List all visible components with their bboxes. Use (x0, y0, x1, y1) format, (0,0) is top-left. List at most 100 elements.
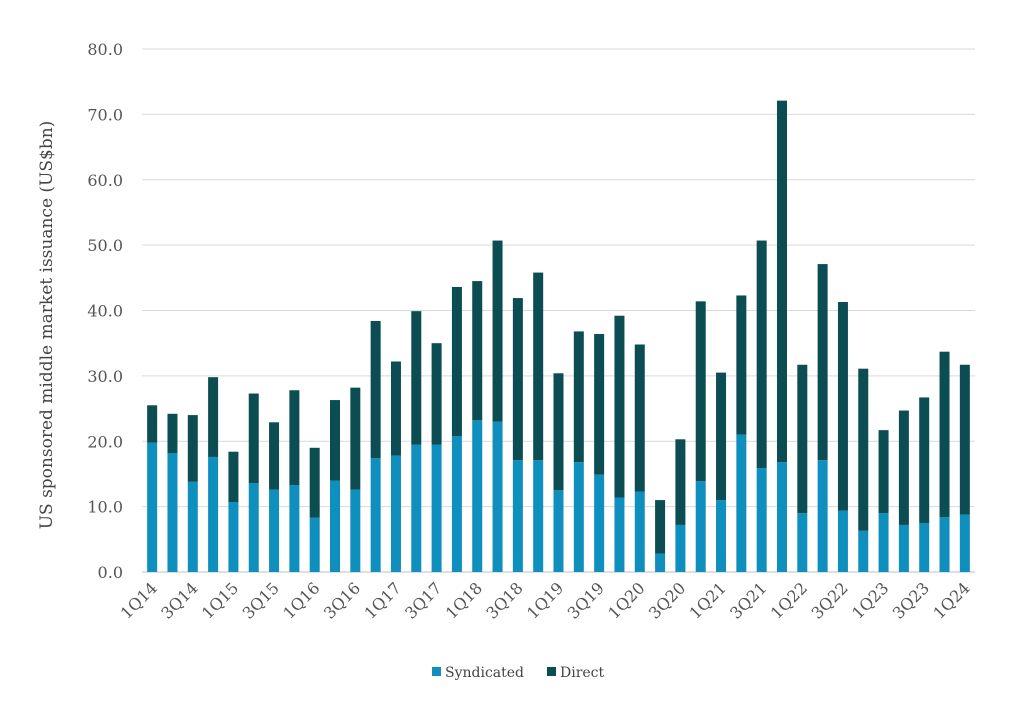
y-tick-label: 10.0 (87, 498, 123, 517)
gridlines (142, 48, 975, 573)
bar-syndicated-1Q22 (797, 513, 808, 572)
x-tick-label: 3Q14 (157, 578, 201, 622)
bar-syndicated-1Q23 (878, 513, 889, 572)
bar-direct-1Q21 (716, 372, 727, 501)
bar-syndicated-1Q18 (472, 420, 483, 572)
y-tick-label: 50.0 (87, 236, 123, 255)
bar-direct-3Q21 (756, 240, 767, 469)
bar-direct-3Q20 (675, 439, 686, 525)
bar-direct-3Q22 (837, 302, 848, 511)
bar-direct-1Q19 (553, 373, 564, 491)
bar-syndicated-3Q23 (919, 522, 930, 572)
y-tick-label: 80.0 (87, 40, 123, 59)
x-tick-label: 1Q19 (523, 578, 567, 622)
bar-direct-3Q23 (919, 397, 930, 523)
x-tick-label: 1Q14 (117, 578, 161, 622)
bar-direct-4Q21 (776, 100, 787, 463)
bar-syndicated-1Q21 (716, 500, 727, 572)
bar-syndicated-2Q23 (898, 524, 909, 572)
bar-syndicated-4Q16 (370, 458, 381, 572)
x-tick-label: 3Q18 (482, 578, 526, 622)
x-tick-label: 1Q23 (848, 578, 892, 622)
bar-syndicated-3Q16 (350, 489, 361, 572)
bar-direct-1Q14 (147, 405, 158, 443)
bar-syndicated-3Q18 (512, 460, 523, 572)
x-axis: 1Q143Q141Q153Q151Q163Q161Q173Q171Q183Q18… (117, 578, 974, 622)
y-tick-label: 20.0 (87, 432, 123, 451)
bar-direct-2Q14 (167, 413, 178, 454)
bar-direct-1Q15 (228, 451, 239, 503)
x-tick-label: 3Q22 (807, 578, 851, 622)
bar-direct-4Q19 (614, 315, 625, 498)
bar-syndicated-1Q16 (309, 517, 320, 572)
bar-syndicated-2Q21 (736, 434, 747, 572)
y-tick-label: 30.0 (87, 367, 123, 386)
bar-syndicated-3Q19 (594, 474, 605, 572)
bar-syndicated-1Q15 (228, 502, 239, 572)
bar-syndicated-4Q23 (939, 517, 950, 572)
x-tick-label: 3Q23 (889, 578, 933, 622)
bar-direct-4Q15 (289, 390, 300, 486)
bar-direct-2Q18 (492, 240, 503, 422)
bar-direct-3Q14 (187, 415, 198, 482)
y-tick-label: 60.0 (87, 171, 123, 190)
bar-direct-4Q20 (695, 301, 706, 482)
bar-direct-3Q17 (431, 343, 442, 445)
bars (147, 100, 970, 572)
bar-direct-2Q16 (330, 400, 341, 481)
bar-direct-2Q17 (411, 311, 422, 445)
x-tick-label: 3Q20 (645, 578, 689, 622)
bar-syndicated-4Q18 (533, 460, 544, 572)
x-tick-label: 1Q17 (360, 578, 404, 622)
bar-syndicated-1Q14 (147, 442, 158, 572)
bar-direct-1Q16 (309, 447, 320, 518)
bar-direct-4Q22 (858, 368, 869, 531)
y-axis: 0.0 10.0 20.0 30.0 40.0 50.0 60.0 70.0 80.0 (87, 40, 123, 582)
bar-direct-1Q17 (390, 361, 401, 456)
bar-syndicated-4Q21 (776, 462, 787, 572)
bar-syndicated-4Q17 (451, 436, 462, 572)
bar-direct-2Q22 (817, 264, 828, 461)
bar-syndicated-2Q14 (167, 453, 178, 572)
x-tick-label: 3Q16 (320, 578, 364, 622)
x-tick-label: 3Q19 (564, 578, 608, 622)
bar-direct-4Q14 (208, 377, 219, 457)
bar-direct-2Q15 (248, 393, 259, 484)
bar-syndicated-4Q15 (289, 485, 300, 572)
bar-direct-3Q16 (350, 387, 361, 490)
x-tick-label: 1Q15 (198, 578, 242, 622)
bar-syndicated-4Q14 (208, 456, 219, 572)
legend-label-syndicated: Syndicated (445, 665, 524, 681)
bar-direct-4Q16 (370, 320, 381, 459)
x-tick-label: 1Q16 (279, 578, 323, 622)
x-tick-label: 3Q15 (239, 578, 283, 622)
bar-syndicated-1Q19 (553, 490, 564, 572)
x-tick-label: 3Q17 (401, 578, 445, 622)
bar-syndicated-2Q18 (492, 421, 503, 572)
bar-syndicated-3Q20 (675, 524, 686, 572)
x-tick-label: 1Q21 (686, 578, 730, 622)
bar-syndicated-2Q22 (817, 460, 828, 572)
bar-syndicated-3Q21 (756, 468, 767, 572)
x-tick-label: 1Q18 (442, 578, 486, 622)
bar-direct-2Q20 (655, 500, 666, 554)
bar-syndicated-3Q17 (431, 444, 442, 572)
bar-syndicated-1Q17 (390, 455, 401, 572)
legend: Syndicated Direct (432, 665, 605, 681)
bar-direct-1Q24 (959, 364, 970, 515)
legend-label-direct: Direct (560, 665, 605, 681)
bar-direct-2Q21 (736, 295, 747, 435)
bar-syndicated-2Q15 (248, 483, 259, 572)
x-tick-label: 1Q20 (604, 578, 648, 622)
y-tick-label: 40.0 (87, 302, 123, 321)
bar-syndicated-4Q19 (614, 497, 625, 572)
bar-syndicated-1Q20 (634, 491, 645, 572)
bar-syndicated-2Q19 (573, 462, 584, 572)
bar-direct-1Q23 (878, 430, 889, 514)
bar-syndicated-3Q22 (837, 510, 848, 572)
bar-direct-3Q15 (269, 422, 280, 490)
x-tick-label: 1Q22 (767, 578, 811, 622)
bar-syndicated-2Q16 (330, 480, 341, 572)
legend-swatch-syndicated (432, 667, 441, 676)
